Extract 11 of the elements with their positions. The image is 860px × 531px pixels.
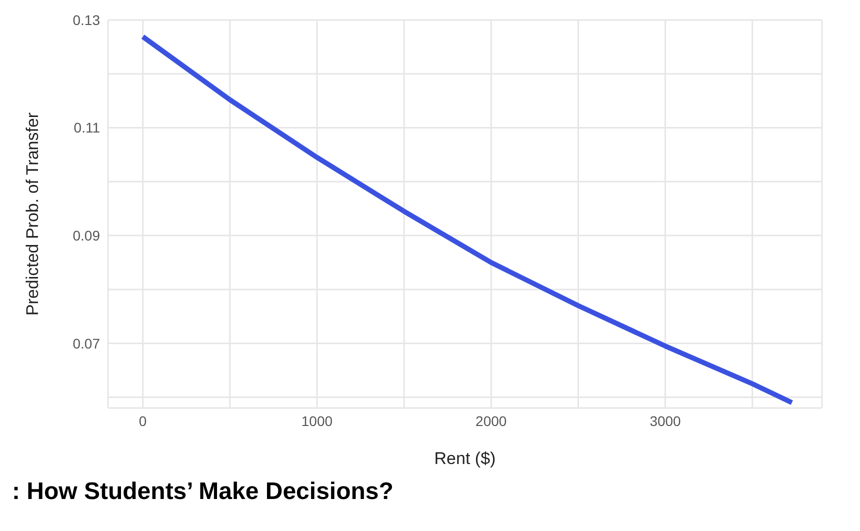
- x-tick-label: 2000: [476, 412, 507, 429]
- y-tick-label: 0.11: [74, 120, 100, 136]
- y-axis-title: Predicted Prob. of Transfer: [23, 112, 42, 316]
- text: : How Students’ Make Decisions?: [11, 478, 394, 506]
- y-tick-label: 0.07: [72, 335, 100, 352]
- x-axis-title: Rent ($): [434, 449, 496, 468]
- x-tick-label: 3000: [650, 412, 682, 429]
- y-tick-label: 0.09: [72, 228, 100, 244]
- x-tick-label: 1000: [301, 412, 333, 429]
- y-tick-label: 0.13: [72, 12, 100, 28]
- x-tick-label: 0: [138, 412, 147, 429]
